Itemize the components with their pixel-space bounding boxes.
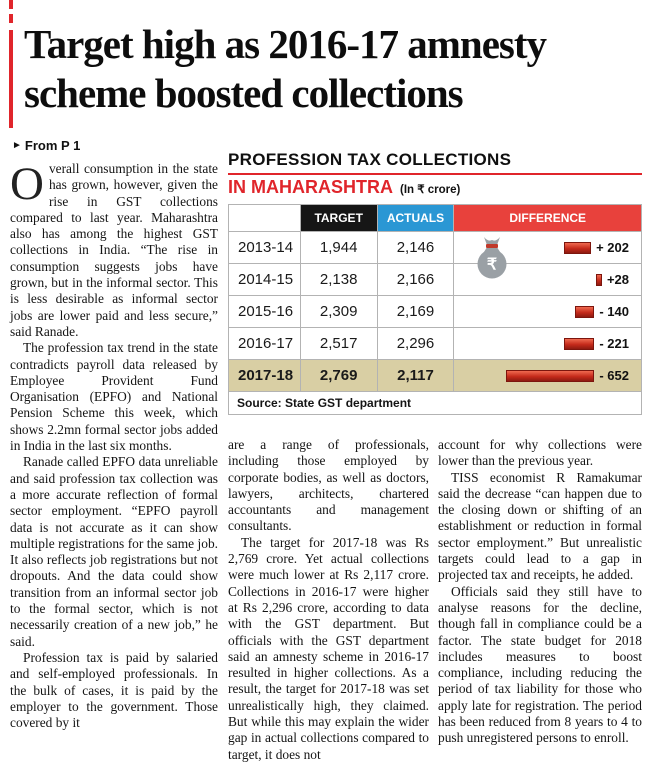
headline-line1: Target high as 2016-17 amnesty — [24, 21, 547, 67]
difference-label: - 221 — [599, 336, 629, 351]
difference-bar — [506, 369, 595, 382]
unit-note: (In ₹ crore) — [400, 184, 461, 196]
table-row: 2014-15 2,138 2,166 +28 — [228, 263, 642, 296]
panel-subtitle: IN MAHARASHTRA — [228, 177, 393, 197]
target-cell: 2,517 — [299, 327, 378, 360]
paragraph: are a range of professionals, including … — [228, 437, 429, 534]
actuals-cell: 2,166 — [376, 263, 455, 296]
paragraph: Profession tax is paid by salaried and s… — [10, 649, 218, 731]
year-cell: 2013-14 — [228, 231, 301, 264]
table-row: 2015-16 2,309 2,169 - 140 — [228, 295, 642, 328]
actuals-cell: 2,296 — [376, 327, 455, 360]
header-actuals: ACTUALS — [376, 204, 455, 232]
difference-cell: - 652 — [453, 359, 642, 392]
table-row: 2013-14 1,944 2,146 + 202 — [228, 231, 642, 264]
paragraph: Officials said they still have to analys… — [438, 583, 642, 746]
article-column-3: account for why collections were lower t… — [438, 437, 642, 769]
difference-label: - 140 — [599, 304, 629, 319]
profession-tax-panel: PROFESSION TAX COLLECTIONS IN MAHARASHTR… — [228, 150, 642, 415]
paragraph: The profession tax trend in the state co… — [10, 340, 218, 454]
difference-bar — [575, 305, 595, 318]
headline-line2: scheme boosted collections — [24, 70, 464, 116]
difference-label: + 202 — [596, 240, 629, 255]
target-cell: 1,944 — [299, 231, 378, 264]
paragraph: Ranade called EPFO data unreliable and s… — [10, 454, 218, 649]
trim-mark — [9, 14, 13, 23]
year-cell: 2015-16 — [228, 295, 301, 328]
money-bag-icon: ₹ — [474, 236, 510, 285]
header-target: TARGET — [299, 204, 378, 232]
year-cell: 2017-18 — [228, 359, 301, 392]
target-cell: 2,138 — [299, 263, 378, 296]
actuals-cell: 2,146 — [376, 231, 455, 264]
difference-bar — [595, 273, 602, 286]
panel-subtitle-row: IN MAHARASHTRA (In ₹ crore) — [228, 177, 642, 198]
table-row-highlighted: 2017-18 2,769 2,117 - 652 — [228, 359, 642, 392]
year-cell: 2014-15 — [228, 263, 301, 296]
kicker-label: From P 1 — [24, 138, 81, 153]
difference-cell: - 221 — [453, 327, 642, 360]
paragraph-text: verall consumption in the state has grow… — [10, 161, 218, 339]
paragraph: The target for 2017-18 was Rs 2,769 cror… — [228, 534, 429, 762]
target-cell: 2,769 — [299, 359, 378, 392]
header-difference: DIFFERENCE — [453, 204, 642, 232]
difference-label: - 652 — [599, 368, 629, 383]
difference-cell: - 140 — [453, 295, 642, 328]
target-cell: 2,309 — [299, 295, 378, 328]
collections-table: TARGET ACTUALS DIFFERENCE 2013-14 1,944 … — [228, 204, 642, 392]
year-cell: 2016-17 — [228, 327, 301, 360]
table-row: 2016-17 2,517 2,296 - 221 — [228, 327, 642, 360]
difference-label: +28 — [606, 272, 629, 287]
drop-cap: O — [10, 158, 44, 210]
header-year — [228, 204, 301, 232]
table-header-row: TARGET ACTUALS DIFFERENCE — [228, 204, 642, 232]
rupee-symbol: ₹ — [487, 257, 497, 274]
difference-bar — [564, 241, 592, 254]
paragraph: TISS economist R Ramakumar said the decr… — [438, 469, 642, 583]
arrow-right-icon: ► — [12, 139, 22, 151]
trim-mark — [9, 0, 13, 9]
actuals-cell: 2,169 — [376, 295, 455, 328]
headline-red-rule — [9, 30, 13, 128]
article-column-2: are a range of professionals, including … — [228, 437, 429, 769]
kicker: ► From P 1 — [12, 138, 80, 153]
headline: Target high as 2016-17 amnesty scheme boo… — [24, 20, 642, 118]
actuals-cell: 2,117 — [376, 359, 455, 392]
difference-bar — [564, 337, 595, 350]
panel-title: PROFESSION TAX COLLECTIONS — [228, 150, 642, 175]
paragraph: account for why collections were lower t… — [438, 437, 642, 469]
source-line: Source: State GST department — [228, 392, 642, 415]
